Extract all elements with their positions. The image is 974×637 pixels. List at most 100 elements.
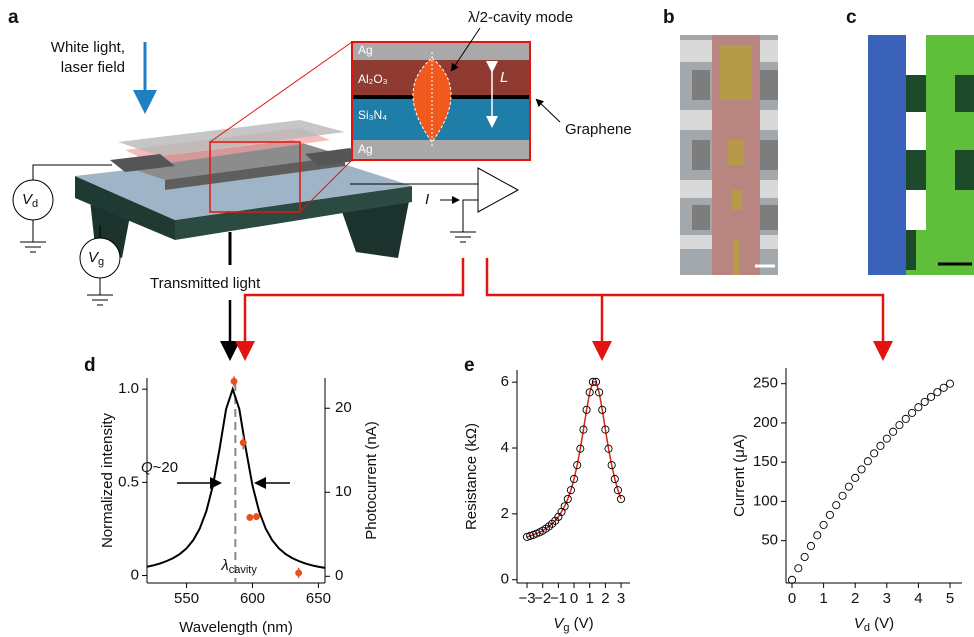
marker xyxy=(566,486,575,495)
label: Transmitted light xyxy=(150,275,261,292)
y-tick-label: 2 xyxy=(501,505,509,522)
layer xyxy=(352,140,530,160)
marker xyxy=(591,377,601,386)
substrate-face xyxy=(175,186,412,240)
marker xyxy=(560,502,569,511)
marker xyxy=(230,377,238,385)
marker xyxy=(601,425,610,434)
y-tick-label: 150 xyxy=(753,453,778,470)
marker xyxy=(933,388,942,397)
symbol: V xyxy=(22,191,34,208)
panel-label: c xyxy=(846,7,857,28)
marker xyxy=(617,495,626,504)
schematic: White light, laser field λ/2-cavity mode… xyxy=(12,9,893,361)
electrode xyxy=(305,148,362,166)
micrograph-b xyxy=(680,35,778,275)
symbol: λ xyxy=(220,557,228,574)
marker xyxy=(926,392,936,401)
x-tick-label: 650 xyxy=(306,590,331,607)
marker xyxy=(787,575,797,584)
marker xyxy=(604,444,613,453)
label: λ/2-cavity mode xyxy=(468,9,573,26)
marker xyxy=(252,513,260,521)
inset-frame xyxy=(351,41,531,161)
marker xyxy=(573,461,582,470)
y-tick-label: 4 xyxy=(501,439,509,456)
marker xyxy=(569,474,579,484)
marker xyxy=(863,457,872,466)
x-axis-label: Vd (V) xyxy=(854,615,894,634)
label: laser field xyxy=(61,59,125,76)
x-axis-label: Vg (V) xyxy=(553,615,593,634)
y-axis-label: Current (μA) xyxy=(731,434,748,517)
label: White light, xyxy=(51,39,125,56)
wire xyxy=(32,164,112,180)
ag-top xyxy=(118,120,345,156)
marker xyxy=(832,501,841,510)
marker xyxy=(598,405,607,414)
marker xyxy=(939,383,948,392)
x-tick-label: 550 xyxy=(174,590,199,607)
marker xyxy=(882,434,891,443)
marker xyxy=(876,441,885,450)
signal-arrow xyxy=(485,258,893,361)
marker xyxy=(522,532,532,541)
y-tick-label: 250 xyxy=(753,375,778,392)
marker xyxy=(610,474,619,484)
marker xyxy=(794,564,803,573)
zoom-line xyxy=(209,41,353,143)
subscript: d xyxy=(32,198,38,210)
ground xyxy=(450,231,476,243)
panel-label: a xyxy=(8,7,19,28)
marker xyxy=(889,427,898,436)
panel-label: e xyxy=(464,355,475,376)
x-tick-label: 1 xyxy=(586,590,594,607)
substrate-face xyxy=(75,176,175,240)
marker xyxy=(239,439,247,447)
marker xyxy=(813,531,822,540)
symbol: Q xyxy=(141,459,153,476)
x-axis-label: Wavelength (nm) xyxy=(179,619,293,636)
x-tick-label: 2 xyxy=(851,590,859,607)
electrode xyxy=(110,154,175,172)
y2-tick-label: 0 xyxy=(335,567,343,584)
y-tick-label: 100 xyxy=(753,492,778,509)
micrograph-c xyxy=(868,35,974,275)
layer-label: Al₂O₃ xyxy=(358,72,388,86)
marker xyxy=(800,552,809,561)
pointer xyxy=(535,98,561,123)
marker xyxy=(851,473,860,482)
label: I xyxy=(425,191,429,208)
y2-tick-label: 10 xyxy=(335,483,352,500)
y-tick-label: 0 xyxy=(501,571,509,588)
x-tick-label: 5 xyxy=(946,590,954,607)
marker xyxy=(295,569,303,577)
zoom-line xyxy=(299,159,353,213)
x-tick-label: −3 xyxy=(518,590,535,607)
layer-label: Ag xyxy=(358,142,373,156)
marker xyxy=(901,414,910,423)
panel-label: b xyxy=(663,7,675,28)
ground xyxy=(20,241,46,253)
label: Vg xyxy=(88,249,104,268)
marker xyxy=(595,388,604,397)
annotation: λcavity xyxy=(220,557,257,576)
marker xyxy=(588,377,597,386)
marker xyxy=(945,379,955,388)
symbol: V xyxy=(854,615,866,632)
marker xyxy=(920,397,929,406)
y-tick-label: 6 xyxy=(501,373,509,390)
y-tick-label: 0 xyxy=(131,567,139,584)
subscript: cavity xyxy=(229,564,258,576)
x-tick-label: 0 xyxy=(788,590,796,607)
marker xyxy=(895,421,904,430)
x-tick-label: −2 xyxy=(534,590,551,607)
pointer xyxy=(450,27,481,72)
layer-label: Ag xyxy=(358,43,373,57)
x-tick-label: 4 xyxy=(914,590,922,607)
x-tick-label: 3 xyxy=(883,590,891,607)
layer-label: Si₃N₄ xyxy=(358,108,387,122)
leg xyxy=(340,196,410,258)
symbol: V xyxy=(553,615,565,632)
text: ~20 xyxy=(153,459,178,476)
